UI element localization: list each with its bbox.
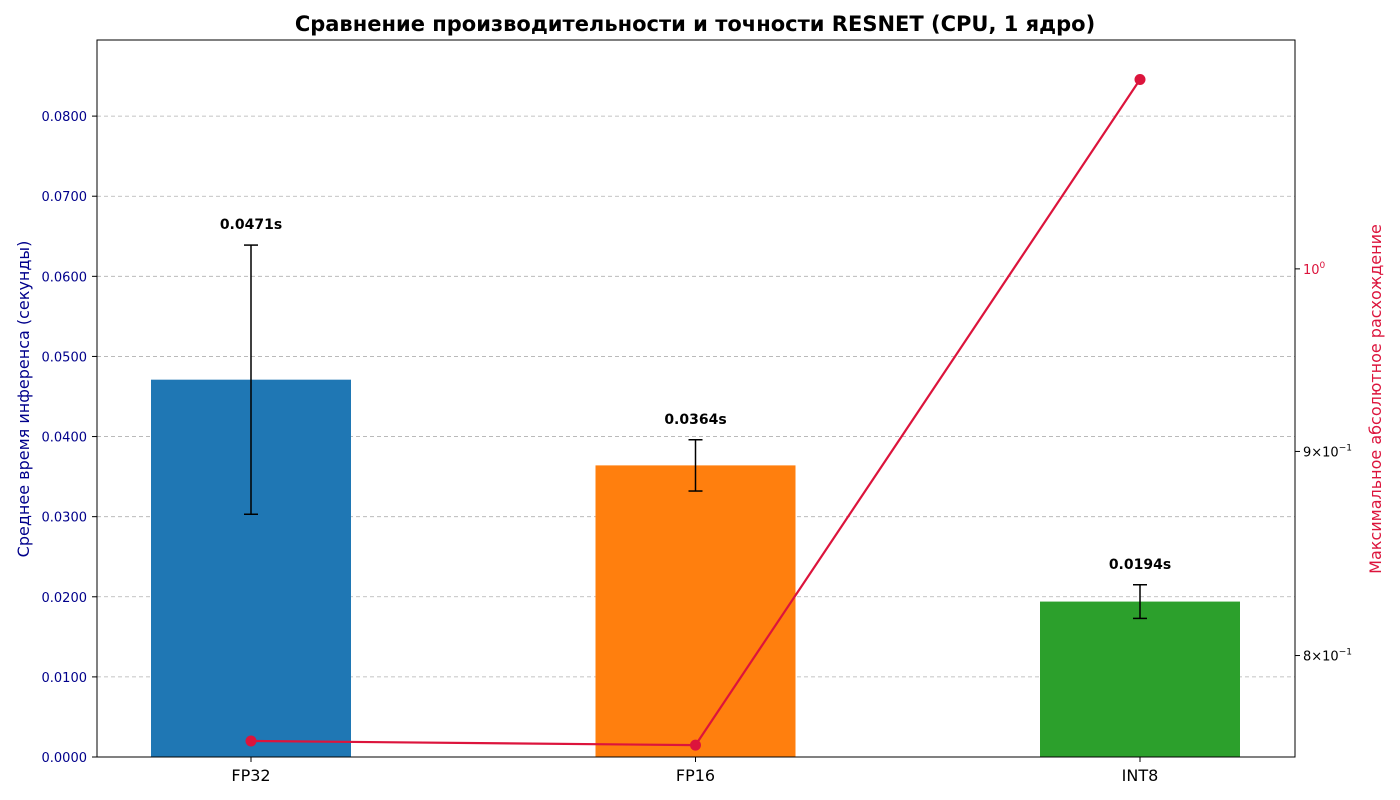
left-tick-label: 0.0300 <box>42 511 88 526</box>
left-tick-label: 0.0000 <box>42 751 88 766</box>
chart-title: Сравнение производительности и точности … <box>295 12 1095 36</box>
right-tick-label: 8×10−1 <box>1303 648 1352 665</box>
x-tick-label: INT8 <box>1122 766 1159 785</box>
bar-value-label: 0.0471s <box>220 217 282 233</box>
error-bars <box>244 244 1147 620</box>
left-tick-label: 0.0700 <box>42 190 88 205</box>
right-tick-label: 9×10−1 <box>1303 443 1352 460</box>
bar-fp16 <box>595 465 796 757</box>
divergence-line-series <box>245 73 1146 751</box>
bar-value-label: 0.0194s <box>1109 557 1171 573</box>
divergence-point <box>245 735 257 747</box>
left-y-axis-ticks: 0.0000 0.0100 0.0200 0.0300 0.0400 0.0500 0.06… <box>42 110 97 766</box>
x-tick-label: FP16 <box>676 766 715 785</box>
right-tick-label: 100 <box>1303 261 1326 278</box>
left-y-axis-label: Среднее время инференса (секунды) <box>14 241 33 558</box>
x-axis-ticks: FP32 FP16 INT8 <box>231 757 1158 785</box>
left-tick-label: 0.0500 <box>42 350 88 365</box>
x-tick-label: FP32 <box>231 766 270 785</box>
bar-int8 <box>1040 601 1240 757</box>
bar-value-label: 0.0364s <box>664 412 726 428</box>
right-y-axis-label: Максимальное абсолютное расхождение <box>1366 224 1385 574</box>
left-tick-label: 0.0400 <box>42 431 88 446</box>
divergence-point <box>1134 73 1146 85</box>
left-tick-label: 0.0100 <box>42 671 88 686</box>
left-tick-label: 0.0200 <box>42 591 88 606</box>
right-y-axis-ticks: 100 9×10−1 8×10−1 <box>1295 261 1352 665</box>
bars <box>151 379 1240 757</box>
left-tick-label: 0.0600 <box>42 270 88 285</box>
bar-value-labels: 0.0471s 0.0364s 0.0194s <box>220 217 1171 573</box>
left-tick-label: 0.0800 <box>42 110 88 125</box>
divergence-point <box>690 739 701 751</box>
